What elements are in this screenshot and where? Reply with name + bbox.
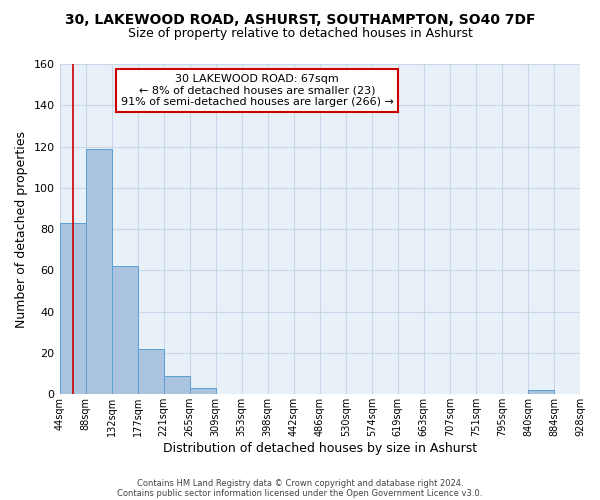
Bar xyxy=(112,266,137,394)
Bar xyxy=(164,376,190,394)
Text: Contains public sector information licensed under the Open Government Licence v3: Contains public sector information licen… xyxy=(118,488,482,498)
Text: 30, LAKEWOOD ROAD, ASHURST, SOUTHAMPTON, SO40 7DF: 30, LAKEWOOD ROAD, ASHURST, SOUTHAMPTON,… xyxy=(65,12,535,26)
Bar xyxy=(86,148,112,394)
Bar xyxy=(59,223,86,394)
Bar xyxy=(528,390,554,394)
X-axis label: Distribution of detached houses by size in Ashurst: Distribution of detached houses by size … xyxy=(163,442,477,455)
Bar xyxy=(190,388,215,394)
Text: Size of property relative to detached houses in Ashurst: Size of property relative to detached ho… xyxy=(128,28,472,40)
Text: Contains HM Land Registry data © Crown copyright and database right 2024.: Contains HM Land Registry data © Crown c… xyxy=(137,478,463,488)
Text: 30 LAKEWOOD ROAD: 67sqm
← 8% of detached houses are smaller (23)
91% of semi-det: 30 LAKEWOOD ROAD: 67sqm ← 8% of detached… xyxy=(121,74,394,107)
Y-axis label: Number of detached properties: Number of detached properties xyxy=(15,130,28,328)
Bar xyxy=(137,349,164,395)
